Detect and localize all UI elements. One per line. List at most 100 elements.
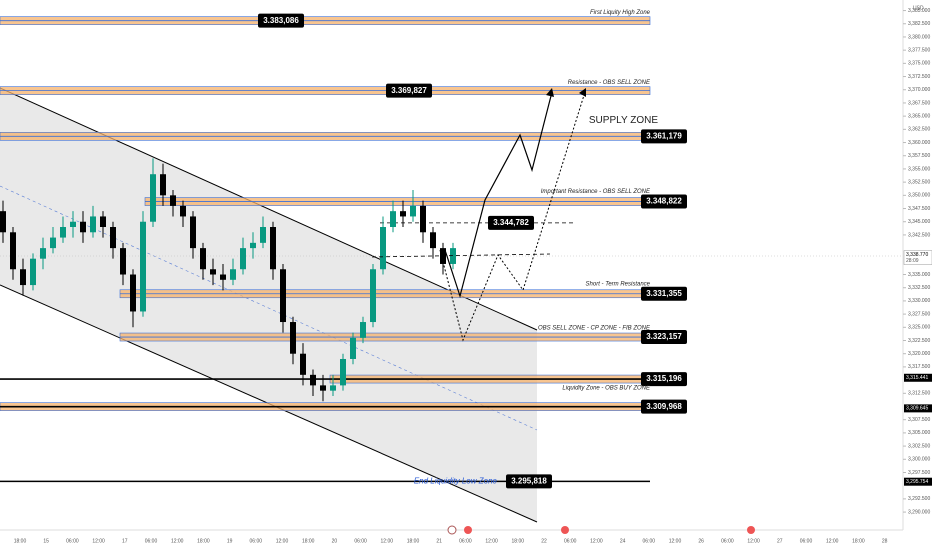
x-tick-label: 21 [436,538,442,544]
level-label-box [641,372,687,387]
y-tick-label: 3,342.500 [908,232,930,238]
zone-name: OBS SELL ZONE - CP ZONE - FIB ZONE [538,326,651,332]
y-tick-label: 3,360.000 [908,140,930,146]
level-label-box [641,129,687,144]
candle-body [290,322,296,354]
x-tick-label: 22 [541,538,547,544]
y-tick-label: 3,300.000 [908,457,930,463]
level-label: 3.383,086 [263,16,299,25]
axis-marker [903,250,932,265]
level-label: 3.315,196 [646,374,682,383]
candle-body [120,248,126,275]
x-tick-label: 06:00 [354,538,367,544]
candle-body [350,337,356,359]
dashed-level [371,253,551,258]
channel-mid [0,185,538,431]
y-tick-label: 3,382.500 [908,21,930,27]
candle-body [410,205,416,217]
x-tick-label: 12:00 [276,538,289,544]
candle-body [70,221,76,228]
x-tick-label: 12:00 [669,538,682,544]
y-tick-label: 3,290.000 [908,509,930,515]
arrow-head [579,88,586,97]
level-label: 3.344,782 [493,218,529,227]
x-tick-label: 06:00 [721,538,734,544]
x-tick-label: 27 [777,538,783,544]
candle-body [60,227,66,238]
candle-body [270,227,276,270]
candle-body [220,274,226,280]
level-label-box [258,13,304,28]
candle-body [200,248,206,270]
candle-body [390,211,396,228]
candle-body [310,374,316,386]
candle-body [0,211,6,233]
zone-name: First Liquity High Zone [590,10,651,16]
candle-body [360,322,366,338]
x-tick-label: 24 [620,538,626,544]
y-tick-label: 3,335.000 [908,272,930,278]
x-tick-label: 12:00 [485,538,498,544]
x-tick-label: 06:00 [800,538,813,544]
candle-body [90,216,96,233]
y-tick-label: 3,312.500 [908,391,930,397]
level-label-box [506,474,552,489]
y-tick-label: 3,320.000 [908,351,930,357]
zone-name: Short - Term Resistance [586,281,651,287]
level-label: 3.331,355 [646,289,682,298]
x-tick-label: 12:00 [826,538,839,544]
axis-marker-label: 3,309.645 [906,406,928,412]
level-label: 3.369,827 [391,86,427,95]
y-tick-label: 3,347.500 [908,206,930,212]
y-tick-label: 3,367.500 [908,100,930,106]
axis-marker-label: 3,295.754 [906,479,928,485]
y-tick-label: 3,352.500 [908,179,930,185]
candle-body [330,385,336,391]
y-tick-label: 3,292.500 [908,496,930,502]
level-label-box [641,286,687,301]
y-tick-label: 3,297.500 [908,470,930,476]
axis-marker-label: 3,338.770 [906,252,928,258]
x-tick-label: 06:00 [66,538,79,544]
x-tick-label: 12:00 [590,538,603,544]
x-tick-label: 19 [227,538,233,544]
y-tick-label: 3,375.000 [908,61,930,67]
projection [371,88,586,342]
candle-body [370,269,376,323]
x-tick-label: 06:00 [145,538,158,544]
y-tick-label: 3,385.000 [908,8,930,14]
zone-name: Resistance - OBS SELL ZONE [568,80,651,86]
candle-body [100,216,106,228]
y-tick-label: 3,370.000 [908,87,930,93]
y-tick-label: 3,330.000 [908,298,930,304]
candle-body [210,269,216,275]
x-tick-label: 12:00 [171,538,184,544]
zone-name: SUPPLY ZONE [589,115,658,126]
candle-body [110,227,116,249]
level-label-box [386,83,432,98]
x-tick-label: 06:00 [564,538,577,544]
y-tick-label: 3,345.000 [908,219,930,225]
candle-body [30,258,36,286]
event-icon [447,525,457,535]
y-tick-label: 3,355.000 [908,166,930,172]
x-tick-label: 17 [122,538,128,544]
x-tick-label: 06:00 [459,538,472,544]
candle-body [50,237,56,249]
candle-body [400,211,406,217]
candle-body [170,195,176,206]
y-tick-label: 3,325.000 [908,325,930,331]
x-tick-label: 15 [43,538,49,544]
candle-body [320,385,326,391]
level-label: 3.309,968 [646,402,682,411]
y-tick-label: 3,327.500 [908,311,930,317]
candle-body [420,205,426,233]
countdown: 28:09 [906,258,919,264]
candle-body [150,174,156,222]
candle-body [40,248,46,259]
x-tick-label: 28 [882,538,888,544]
candle-body [300,353,306,375]
candle-body [140,221,146,312]
event-icons [447,525,755,535]
candle-body [250,242,256,249]
